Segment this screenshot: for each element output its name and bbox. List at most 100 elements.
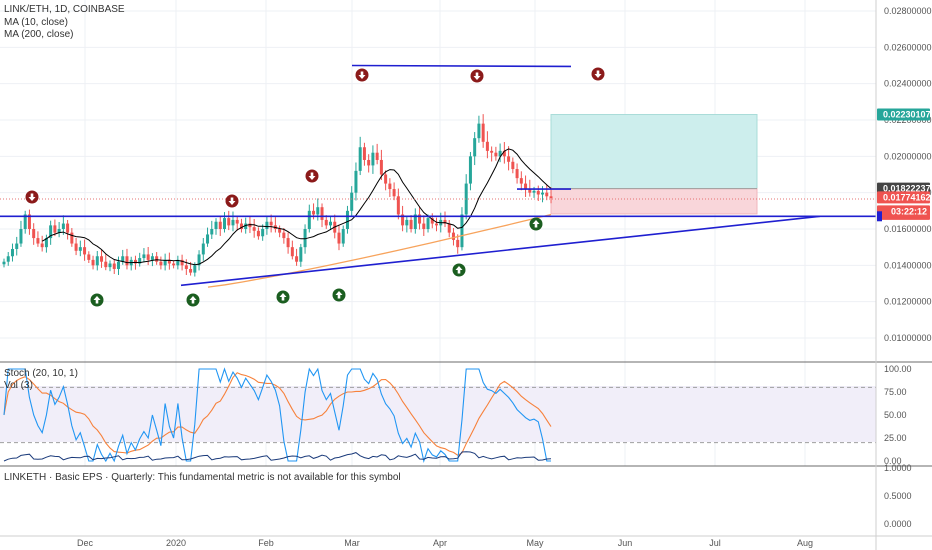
stoch-legend[interactable]: Stoch (20, 10, 1) <box>4 368 78 379</box>
candle-body <box>345 210 349 229</box>
arrow-glyph <box>28 193 36 201</box>
time-tick-label: 2020 <box>166 538 186 548</box>
candle-body <box>83 247 87 255</box>
stoch-tick-label: 25.00 <box>884 433 907 443</box>
candle-body <box>494 152 498 157</box>
time-tick-label: Jun <box>618 538 633 548</box>
candle-body <box>261 229 265 237</box>
candle-body <box>244 223 248 229</box>
arrow-up-icon <box>452 263 466 277</box>
arrow-glyph <box>93 296 101 304</box>
candle-body <box>316 207 320 215</box>
candle-body <box>502 150 506 157</box>
candle-body <box>19 229 23 244</box>
arrow-down-icon <box>355 68 369 82</box>
candle-body <box>447 223 451 233</box>
eps-tick-label: 1.0000 <box>884 463 912 473</box>
candle-body <box>401 214 405 226</box>
time-tick-label: May <box>526 538 544 548</box>
candle-body <box>413 214 417 229</box>
ma10-legend[interactable]: MA (10, close) <box>4 17 68 28</box>
eps-tick-label: 0.0000 <box>884 519 912 529</box>
candle-body <box>354 170 358 193</box>
price-tick-label: 0.01600000 <box>884 224 932 234</box>
arrow-glyph <box>473 72 481 80</box>
volume-plot <box>3 451 552 462</box>
arrow-glyph <box>279 293 287 301</box>
vol-legend[interactable]: Vol (3) <box>4 380 33 391</box>
time-axis[interactable]: Dec 2020 Feb Mar Apr May Jun Jul Aug <box>77 538 813 548</box>
candle-body <box>307 210 311 229</box>
candle-body <box>95 256 99 266</box>
price-tick-label: 0.02600000 <box>884 42 932 52</box>
candle-body <box>112 263 116 269</box>
candle-body <box>460 214 464 248</box>
candle-body <box>87 254 91 260</box>
candle-body <box>104 261 108 268</box>
candle-body <box>184 265 188 269</box>
candle-body <box>10 248 14 257</box>
candle-body <box>430 218 434 224</box>
candle-body <box>362 147 366 160</box>
candle-body <box>6 256 10 262</box>
candle-body <box>256 230 260 237</box>
candle-body <box>269 221 273 226</box>
candle-body <box>545 192 549 197</box>
candle-body <box>532 190 536 193</box>
candle-body <box>214 221 218 229</box>
candle-body <box>409 219 413 229</box>
eps-note: LINKETH · Basic EPS · Quarterly: This fu… <box>4 472 401 483</box>
price-tag <box>877 108 930 121</box>
stoch-tick-label: 75.00 <box>884 387 907 397</box>
candle-body <box>485 141 489 151</box>
candle-body <box>121 256 125 262</box>
candle-body <box>172 263 176 266</box>
candle-body <box>443 219 447 224</box>
candle-body <box>337 232 341 244</box>
candle-body <box>392 189 396 197</box>
candle-body <box>299 247 303 262</box>
risk-reward-tool[interactable] <box>550 114 758 215</box>
candle-body <box>549 196 553 199</box>
candle-body <box>426 218 430 229</box>
candle-body <box>324 219 328 226</box>
candle-body <box>490 150 494 153</box>
candle-body <box>23 214 27 229</box>
candle-body <box>167 259 171 264</box>
candle-body <box>239 223 243 229</box>
price-axis[interactable]: 0.028000000.026000000.024000000.02200000… <box>877 6 932 343</box>
candle-body <box>329 221 333 226</box>
candle-body <box>524 183 528 190</box>
price-tick-label: 0.02000000 <box>884 151 932 161</box>
time-tick-label: Dec <box>77 538 94 548</box>
price-tick-label: 0.01200000 <box>884 297 932 307</box>
stoch-k-line <box>3 367 551 464</box>
candle-body <box>252 227 256 231</box>
countdown-label: 03:22:12 <box>891 206 927 216</box>
arrow-down-icon <box>591 67 605 81</box>
candle-body <box>278 229 282 233</box>
candle-body <box>74 243 78 251</box>
candle-body <box>350 192 354 211</box>
candle-body <box>477 123 481 139</box>
ma200-line <box>207 213 552 288</box>
candle-body <box>155 256 159 262</box>
candle-body <box>78 247 82 251</box>
trend-drawings[interactable] <box>0 64 876 287</box>
candle-body <box>57 229 61 233</box>
stoch-tick-label: 100.00 <box>884 364 912 374</box>
candle-body <box>180 259 184 266</box>
candle-body <box>511 161 515 170</box>
time-tick-label: Apr <box>433 538 447 548</box>
price-tag-label: 0.01822237 <box>883 184 931 194</box>
candle-body <box>159 261 163 266</box>
ma200-legend[interactable]: MA (200, close) <box>4 29 74 40</box>
arrow-down-icon <box>305 169 319 183</box>
candle-body <box>142 254 146 259</box>
stoch-tick-label: 50.00 <box>884 410 907 420</box>
arrow-markers <box>25 67 605 307</box>
candle-body <box>201 243 205 255</box>
candle-body <box>282 232 286 239</box>
